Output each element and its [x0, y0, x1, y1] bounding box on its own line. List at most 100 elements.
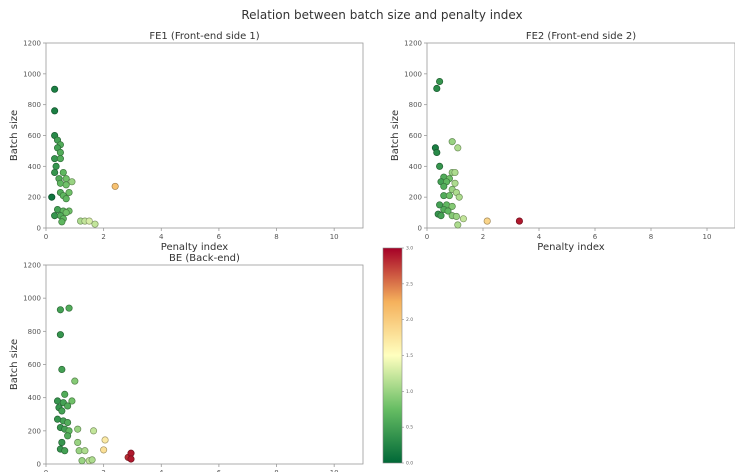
data-point [56, 331, 64, 339]
y-tick-label: 1200 [23, 262, 41, 270]
y-tick-label: 0 [37, 461, 41, 469]
data-point [444, 207, 452, 215]
y-tick-label: 1000 [23, 70, 41, 78]
figure-title: Relation between batch size and penalty … [241, 8, 522, 22]
data-point [483, 217, 491, 225]
data-point [51, 168, 59, 177]
data-point [452, 212, 460, 220]
y-tick-label: 1000 [23, 295, 41, 303]
data-point [445, 192, 453, 200]
data-point [90, 427, 98, 435]
x-tick-label: 8 [274, 233, 278, 241]
x-axis-label: Penalty index [537, 242, 605, 253]
panel-title: FE1 (Front-end side 1) [149, 31, 259, 42]
data-point [51, 107, 59, 115]
data-point [454, 221, 462, 229]
data-point [61, 390, 69, 398]
y-tick-label: 400 [28, 394, 41, 402]
y-tick-label: 1200 [404, 40, 422, 48]
x-axis-label: Penalty index [161, 242, 229, 253]
panel-title: FE2 (Front-end side 2) [526, 31, 636, 42]
scatter-panel-2: FE2 (Front-end side 2) 0 2 4 6 8 10 0 200 400 600 8… [390, 31, 735, 253]
data-point [53, 397, 62, 405]
data-point [64, 402, 72, 410]
colorbar-tick-label: 0.0 [406, 461, 413, 467]
data-point [433, 84, 441, 93]
colorbar-tick-label: 1.0 [406, 389, 413, 395]
data-point [85, 217, 93, 225]
x-tick-label: 10 [703, 233, 712, 241]
colorbar-tick-label: 3.0 [406, 246, 413, 252]
data-point [74, 438, 82, 446]
data-point [455, 193, 463, 201]
y-tick-label: 200 [28, 194, 41, 202]
data-point [88, 456, 96, 464]
data-point [78, 457, 86, 465]
data-point [81, 447, 89, 455]
data-point [71, 377, 79, 385]
x-tick-label: 6 [217, 469, 222, 472]
data-point [48, 193, 56, 201]
data-point [58, 218, 66, 226]
data-point [56, 148, 64, 157]
x-tick-label: 8 [649, 233, 653, 241]
data-point [515, 217, 523, 225]
data-point [68, 397, 76, 405]
colorbar-tick-label: 2.0 [406, 317, 413, 323]
y-tick-label: 800 [409, 101, 422, 109]
scatter-panel-3: BE (Back-end) 0 2 4 6 8 10 0 200 400 600 800 1000 120… [9, 253, 364, 472]
data-point [56, 155, 64, 163]
colorbar-tick-label: 0.5 [406, 425, 413, 431]
data-point [56, 306, 64, 314]
colorbar-gradient [382, 247, 403, 464]
y-tick-label: 600 [409, 132, 422, 140]
x-tick-label: 0 [425, 233, 429, 241]
x-tick-label: 2 [101, 469, 105, 472]
y-tick-label: 600 [28, 361, 41, 369]
x-tick-label: 4 [537, 233, 542, 241]
colorbar-tick-label: 2.5 [406, 281, 413, 287]
x-tick-label: 2 [481, 233, 485, 241]
x-tick-label: 4 [159, 233, 164, 241]
data-point [51, 85, 59, 93]
y-axis-label: Batch size [9, 339, 20, 390]
y-tick-label: 1200 [23, 40, 41, 48]
data-point [58, 365, 66, 374]
x-tick-label: 10 [330, 233, 339, 241]
data-point [100, 446, 108, 454]
data-point [459, 215, 467, 223]
y-tick-label: 600 [28, 132, 41, 140]
colorbar: 0.0 0.5 1.0 1.5 2.0 2.5 3.0 [382, 246, 413, 467]
data-point [127, 449, 135, 457]
data-point [448, 138, 456, 146]
x-tick-label: 4 [159, 469, 164, 472]
data-point [56, 179, 64, 187]
data-point [53, 415, 62, 423]
data-point [74, 425, 82, 433]
data-point [52, 162, 60, 170]
plot-frame [45, 42, 364, 229]
data-point [58, 407, 66, 415]
data-point [58, 438, 66, 446]
y-tick-label: 0 [418, 225, 422, 233]
x-tick-label: 6 [217, 233, 222, 241]
data-point [65, 188, 73, 197]
data-point [59, 168, 67, 177]
x-tick-label: 10 [330, 469, 339, 472]
x-tick-label: 0 [44, 469, 48, 472]
data-point [65, 304, 73, 312]
y-axis-label: Batch size [390, 110, 401, 161]
data-point [448, 202, 456, 210]
data-point [91, 220, 99, 228]
y-tick-label: 1000 [404, 70, 422, 78]
plot-frame [426, 42, 735, 229]
data-point [64, 432, 72, 440]
data-point [451, 179, 459, 187]
data-point [61, 447, 69, 455]
y-tick-label: 400 [409, 163, 422, 171]
y-tick-label: 200 [28, 427, 41, 435]
colorbar-tick-label: 1.5 [406, 353, 413, 359]
data-point [437, 212, 445, 220]
data-point [454, 144, 462, 152]
